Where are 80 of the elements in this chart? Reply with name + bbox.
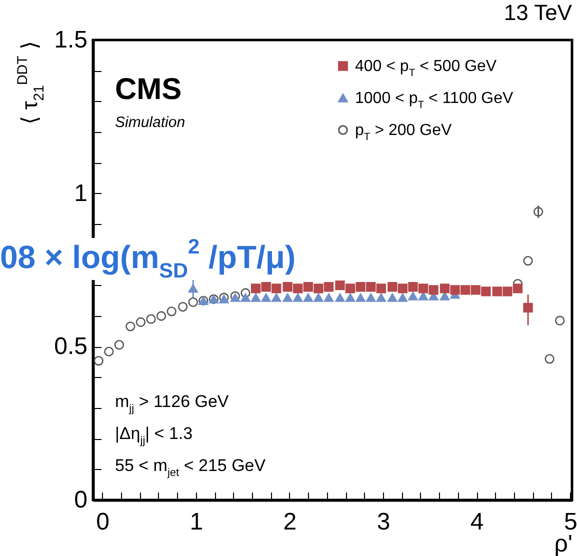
- point: [460, 285, 470, 295]
- annotation: 08 × log(m$_{SD}$$^{2}$ /pT/μ): [0, 236, 296, 283]
- point: [502, 286, 512, 296]
- point: [544, 354, 554, 364]
- point: [376, 284, 386, 294]
- annotation: |Δη$_{jj}$| < 1.3: [115, 424, 193, 448]
- point: [314, 293, 324, 302]
- point: [188, 297, 198, 308]
- point: [166, 306, 176, 316]
- annotation: 55 < m$_{jet}$ < 215 GeV: [115, 456, 266, 480]
- x-tick-label: 5: [564, 508, 577, 536]
- point: [303, 282, 314, 292]
- point: [146, 314, 156, 324]
- point: [428, 285, 438, 295]
- point: [418, 284, 428, 294]
- point: [408, 282, 418, 292]
- point: [240, 288, 250, 298]
- point: [293, 284, 303, 294]
- point: [303, 293, 314, 302]
- point: [366, 282, 376, 292]
- point: [240, 293, 250, 302]
- point: [376, 293, 386, 302]
- x-tick-label: 1: [190, 508, 204, 536]
- point: [356, 293, 366, 302]
- x-tick-label: 2: [283, 508, 297, 536]
- point: [398, 293, 408, 302]
- point: [492, 286, 502, 296]
- chart-title: 13 TeV: [504, 0, 572, 25]
- point: [335, 293, 345, 302]
- point: [388, 282, 398, 292]
- point: [398, 284, 408, 294]
- point: [356, 282, 366, 292]
- point: [388, 293, 398, 302]
- legend-label: 400 < p$_{T}$ < 500 GeV: [355, 58, 497, 79]
- point: [324, 293, 334, 302]
- y-tick-label: 1: [74, 180, 88, 207]
- point: [481, 286, 491, 296]
- point: [94, 356, 104, 366]
- point: [512, 284, 523, 294]
- point: [272, 293, 282, 302]
- point: [126, 322, 136, 332]
- y-tick-label: 1.5: [54, 26, 88, 54]
- point: [523, 256, 533, 266]
- point: [282, 293, 292, 302]
- point: [440, 292, 450, 300]
- point: [156, 311, 166, 321]
- point: [418, 292, 428, 300]
- point: [345, 293, 356, 302]
- annotation: Simulation: [115, 114, 186, 131]
- point: [314, 284, 324, 294]
- point: [293, 293, 303, 302]
- y-tick-label: 0: [74, 486, 88, 514]
- x-tick-label: 3: [376, 508, 390, 536]
- x-tick-label: 0: [96, 508, 110, 536]
- point: [272, 284, 282, 294]
- point: [555, 316, 565, 326]
- point: [104, 346, 114, 356]
- point: [250, 293, 261, 302]
- point: [450, 285, 460, 295]
- point: [136, 317, 146, 327]
- point: [282, 282, 292, 292]
- y-tick-label: 0.5: [54, 333, 88, 360]
- legend-label: p$_{T}$ > 200 GeV: [355, 122, 452, 143]
- x-tick-label: 4: [470, 508, 484, 536]
- point: [470, 285, 480, 295]
- annotation: CMS: [115, 73, 182, 106]
- point: [533, 206, 544, 217]
- point: [324, 282, 334, 292]
- point: [440, 284, 450, 294]
- annotation: m$_{jj}$ > 1126 GeV: [115, 392, 230, 416]
- point: [345, 284, 356, 294]
- point: [250, 284, 261, 294]
- point: [261, 282, 271, 292]
- point: [408, 292, 418, 300]
- point: [178, 302, 188, 312]
- point: [335, 280, 345, 290]
- point: [261, 293, 271, 302]
- legend-label: 1000 < p$_{T}$ < 1100 GeV: [355, 90, 514, 111]
- point: [366, 293, 376, 302]
- point: [114, 340, 124, 350]
